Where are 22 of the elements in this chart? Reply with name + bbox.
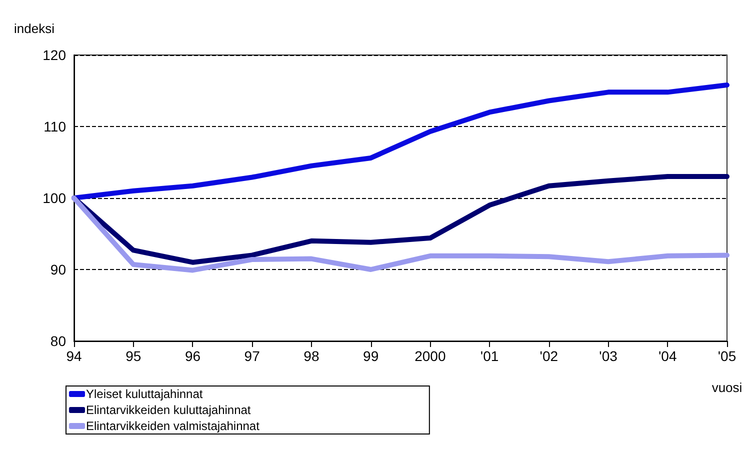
- x-tick-label: 2000: [414, 348, 446, 364]
- x-tick-label: '02: [540, 348, 558, 364]
- legend-label: Elintarvikkeiden valmistajahinnat: [86, 419, 260, 433]
- x-tick-label: '03: [599, 348, 618, 364]
- y-tick-label: 120: [42, 47, 66, 63]
- x-tick-label: 95: [126, 348, 142, 364]
- y-tick-label: 80: [50, 333, 66, 349]
- x-tick-label: 96: [184, 348, 201, 364]
- x-axis-title: vuosi: [712, 380, 742, 395]
- y-tick-label: 90: [50, 262, 66, 278]
- legend-label: Elintarvikkeiden kuluttajahinnat: [86, 403, 252, 417]
- x-tick-label: 99: [363, 348, 379, 364]
- legend-label: Yleiset kuluttajahinnat: [86, 387, 204, 401]
- y-tick-label: 100: [42, 190, 66, 206]
- x-tick-label: 98: [304, 348, 320, 364]
- x-tick-label: 97: [244, 348, 260, 364]
- y-tick-label: 110: [44, 118, 66, 134]
- x-tick-label: 94: [66, 348, 82, 364]
- y-axis-title: indeksi: [14, 21, 55, 36]
- x-tick-label: '05: [718, 348, 736, 364]
- x-tick-label: '04: [658, 348, 677, 364]
- x-tick-label: '01: [480, 348, 499, 364]
